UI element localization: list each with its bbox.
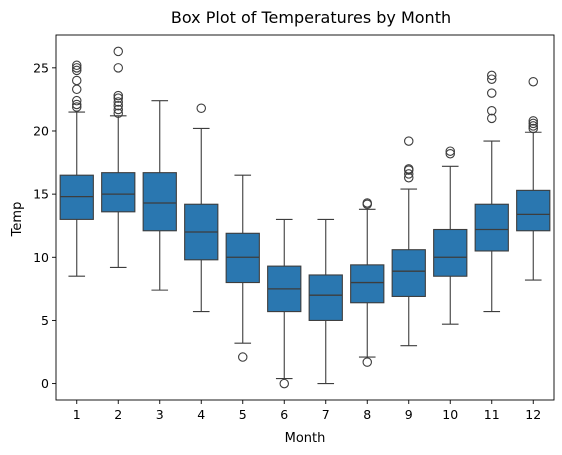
iqr-box	[101, 172, 136, 213]
outlier-point	[486, 113, 497, 124]
outlier-point	[72, 63, 82, 73]
box-month-11	[474, 70, 509, 313]
box-month-4	[184, 103, 219, 313]
outlier-point	[72, 65, 82, 76]
x-axis-label: Month	[285, 431, 326, 446]
y-axis-label: Temp	[10, 202, 25, 238]
iqr-box	[308, 274, 343, 321]
iqr-box	[516, 189, 551, 232]
y-tick-label: 25	[33, 60, 49, 75]
x-tick-label: 11	[484, 407, 500, 422]
outlier-point	[72, 95, 82, 106]
iqr-box	[142, 172, 177, 232]
box-month-5	[225, 174, 260, 362]
x-tick-label: 10	[442, 407, 458, 422]
outlier-point	[445, 148, 455, 159]
y-axis: 0 5 10 15 20 25	[33, 60, 56, 391]
outlier-point	[528, 121, 538, 131]
outlier-point	[113, 97, 124, 107]
outlier-point	[72, 84, 82, 95]
box-month-3	[142, 100, 177, 291]
plot-frame	[55, 34, 555, 401]
outlier-point	[113, 93, 124, 103]
x-tick-label: 6	[280, 407, 288, 422]
outlier-point	[113, 63, 124, 73]
outlier-point	[528, 76, 538, 87]
box-month-1	[59, 60, 94, 277]
y-tick-label: 10	[33, 250, 49, 265]
outlier-point	[238, 352, 248, 362]
outlier-point	[72, 102, 82, 112]
outlier-point	[196, 103, 207, 114]
box-month-7	[308, 218, 343, 385]
outlier-point	[528, 123, 538, 134]
x-tick-label: 9	[405, 407, 413, 422]
box-month-2	[101, 46, 136, 268]
outlier-point	[445, 146, 455, 156]
x-tick-label: 5	[239, 407, 247, 422]
x-tick-label: 1	[73, 407, 81, 422]
x-tick-label: 7	[322, 407, 330, 422]
outlier-point	[279, 378, 289, 389]
box-month-6	[267, 218, 302, 389]
outlier-point	[113, 100, 124, 111]
outlier-point	[403, 136, 414, 146]
x-tick-label: 3	[156, 407, 164, 422]
x-axis: 1 2 3 4 5 6 7 8 9 10 11 12	[73, 400, 541, 422]
outlier-point	[528, 116, 538, 126]
outlier-point	[528, 118, 538, 129]
x-tick-label: 12	[525, 407, 541, 422]
y-tick-label: 0	[41, 376, 49, 391]
box-month-12	[516, 76, 551, 281]
outlier-point	[362, 198, 372, 208]
x-tick-label: 4	[197, 407, 205, 422]
iqr-box	[350, 264, 385, 304]
outlier-point	[486, 88, 497, 98]
x-tick-label: 2	[114, 407, 122, 422]
outlier-point	[72, 60, 82, 71]
outlier-point	[486, 70, 497, 81]
outlier-point	[362, 357, 372, 367]
x-tick-label: 8	[363, 407, 371, 422]
iqr-box	[433, 228, 468, 277]
outlier-point	[403, 164, 414, 174]
outlier-point	[113, 90, 124, 101]
outlier-point	[486, 106, 497, 116]
y-tick-label: 20	[33, 123, 49, 138]
iqr-box	[391, 249, 426, 297]
outlier-point	[113, 104, 124, 115]
boxes-layer	[59, 46, 551, 389]
outlier-point	[72, 99, 82, 110]
box-month-9	[391, 136, 426, 347]
outlier-point	[113, 108, 124, 119]
y-tick-label: 5	[41, 313, 49, 328]
box-month-8	[350, 198, 385, 367]
box-month-10	[433, 146, 468, 325]
outlier-point	[403, 169, 414, 179]
y-tick-label: 15	[33, 187, 49, 202]
outlier-point	[72, 75, 82, 86]
outlier-point	[113, 46, 124, 57]
outlier-point	[486, 74, 497, 84]
iqr-box	[474, 203, 509, 252]
chart-title: Box Plot of Temperatures by Month	[171, 8, 451, 27]
